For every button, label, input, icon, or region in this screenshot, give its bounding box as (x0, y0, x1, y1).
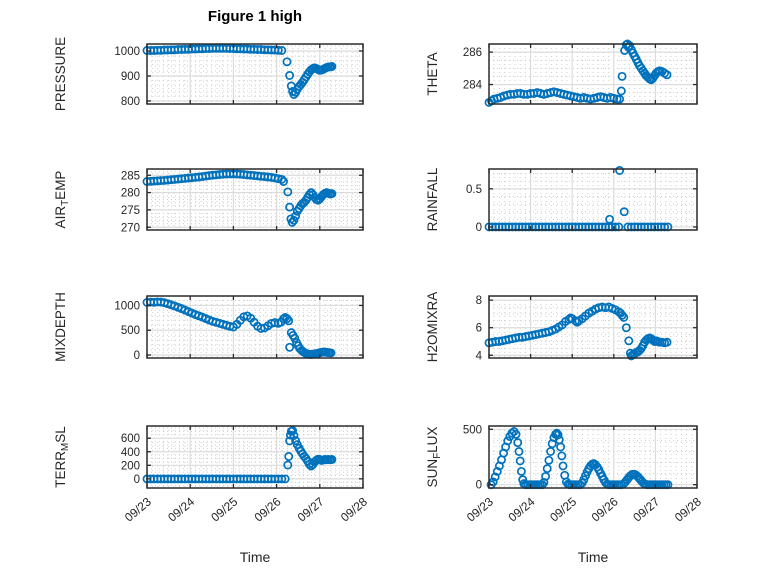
x-tick-label: 09/28 (338, 494, 370, 524)
y-tick-label: 270 (121, 222, 140, 234)
y-tick-label: 1000 (114, 300, 140, 312)
y-tick-label: 0 (134, 350, 140, 362)
x-tick-label: 09/24 (506, 494, 538, 524)
y-tick-label: 500 (121, 325, 140, 337)
x-tick-label: 09/25 (208, 494, 240, 524)
x-tick-label: 09/23 (464, 494, 496, 524)
subplot-pressure: 800 900 1000 PRESSURE (53, 37, 364, 111)
tick-marks (146, 169, 364, 230)
major-grid (489, 296, 697, 358)
tick-marks (488, 426, 698, 488)
minor-grid (147, 296, 363, 358)
x-tick-label: 09/26 (589, 494, 621, 524)
subplot-theta: 284 286 THETA (425, 39, 698, 107)
data-points-mixdepth (142, 297, 336, 359)
axes-box (488, 168, 698, 231)
y-tick-label: 500 (463, 424, 482, 436)
y-axis-label-theta: THETA (425, 52, 440, 95)
major-grid (147, 296, 363, 358)
y-tick-label: 286 (463, 47, 482, 59)
data-points-h2omixra (484, 302, 672, 361)
y-tick-label: 284 (463, 80, 483, 92)
y-axis-label-air-temp: AIRTEMP (53, 171, 71, 229)
axes-box (488, 295, 698, 359)
y-tick-label: 285 (121, 170, 140, 182)
axes-box (488, 425, 698, 489)
tick-marks (488, 296, 698, 358)
subplot-rainfall: 0 0.5 RAINFALL (425, 166, 698, 234)
x-axis-label-left: Time (239, 549, 271, 565)
x-tick-label: 09/28 (672, 494, 704, 524)
x-tick-label: 09/23 (122, 494, 154, 524)
major-grid (147, 426, 363, 488)
y-tick-label: 280 (121, 188, 140, 200)
y-tick-label: 200 (121, 460, 140, 472)
data-points-pressure (142, 43, 337, 99)
axes-box (146, 43, 364, 105)
y-tick-label: 0 (134, 474, 140, 486)
y-axis-label-h2omixra: H2OMIXRA (425, 292, 440, 363)
axes-box (146, 425, 364, 489)
x-tick-label: 09/27 (630, 494, 662, 524)
y-axis-label-rainfall: RAINFALL (425, 167, 440, 231)
y-tick-label: 1000 (114, 46, 140, 58)
x-tick-label: 09/25 (547, 494, 579, 524)
data-points-terr-msl (142, 426, 337, 484)
y-tick-label: 0.5 (466, 184, 482, 196)
y-tick-label: 4 (476, 350, 483, 362)
x-tick-label: 09/27 (295, 494, 327, 524)
minor-grid (489, 169, 697, 230)
y-tick-label: 6 (476, 323, 482, 335)
y-tick-label: 0 (476, 222, 482, 234)
tick-marks (146, 426, 364, 488)
y-tick-label: 600 (121, 433, 140, 445)
axes-box (488, 43, 698, 105)
axes-box (146, 168, 364, 231)
y-axis-label-pressure: PRESSURE (53, 37, 68, 111)
x-axis-label-right: Time (577, 549, 609, 565)
subplot-mixdepth: 0 500 1000 MIXDEPTH (53, 292, 364, 362)
y-tick-label: 8 (476, 295, 482, 307)
tick-marks (488, 169, 698, 230)
y-tick-label: 900 (121, 71, 140, 83)
y-tick-label: 800 (121, 96, 140, 108)
axes-box (146, 295, 364, 359)
x-tick-label: 09/24 (165, 494, 197, 524)
x-tick-label: 09/26 (252, 494, 284, 524)
figure-title: Figure 1 high (207, 8, 303, 25)
y-axis-label-sun-flux: SUNFLUX (425, 427, 443, 488)
y-tick-label: 400 (121, 447, 140, 459)
y-axis-label-terr-msl: TERRMSL (53, 426, 71, 488)
y-tick-label: 275 (121, 205, 140, 217)
data-points-theta (484, 39, 672, 107)
tick-marks (146, 296, 364, 358)
major-grid (147, 44, 363, 104)
tick-marks (146, 44, 364, 104)
y-axis-label-mixdepth: MIXDEPTH (53, 292, 68, 362)
subplot-h2omixra: 4 6 8 H2OMIXRA (425, 292, 698, 363)
subplot-sun-flux: 0 500 SUNFLUX 09/23 09/24 09/25 09/26 09/27 09/2… (425, 424, 704, 524)
tick-marks (488, 44, 698, 104)
subplot-air-temp: 270 275 280 285 AIRTEMP (53, 168, 364, 234)
y-tick-label: 0 (476, 480, 482, 492)
